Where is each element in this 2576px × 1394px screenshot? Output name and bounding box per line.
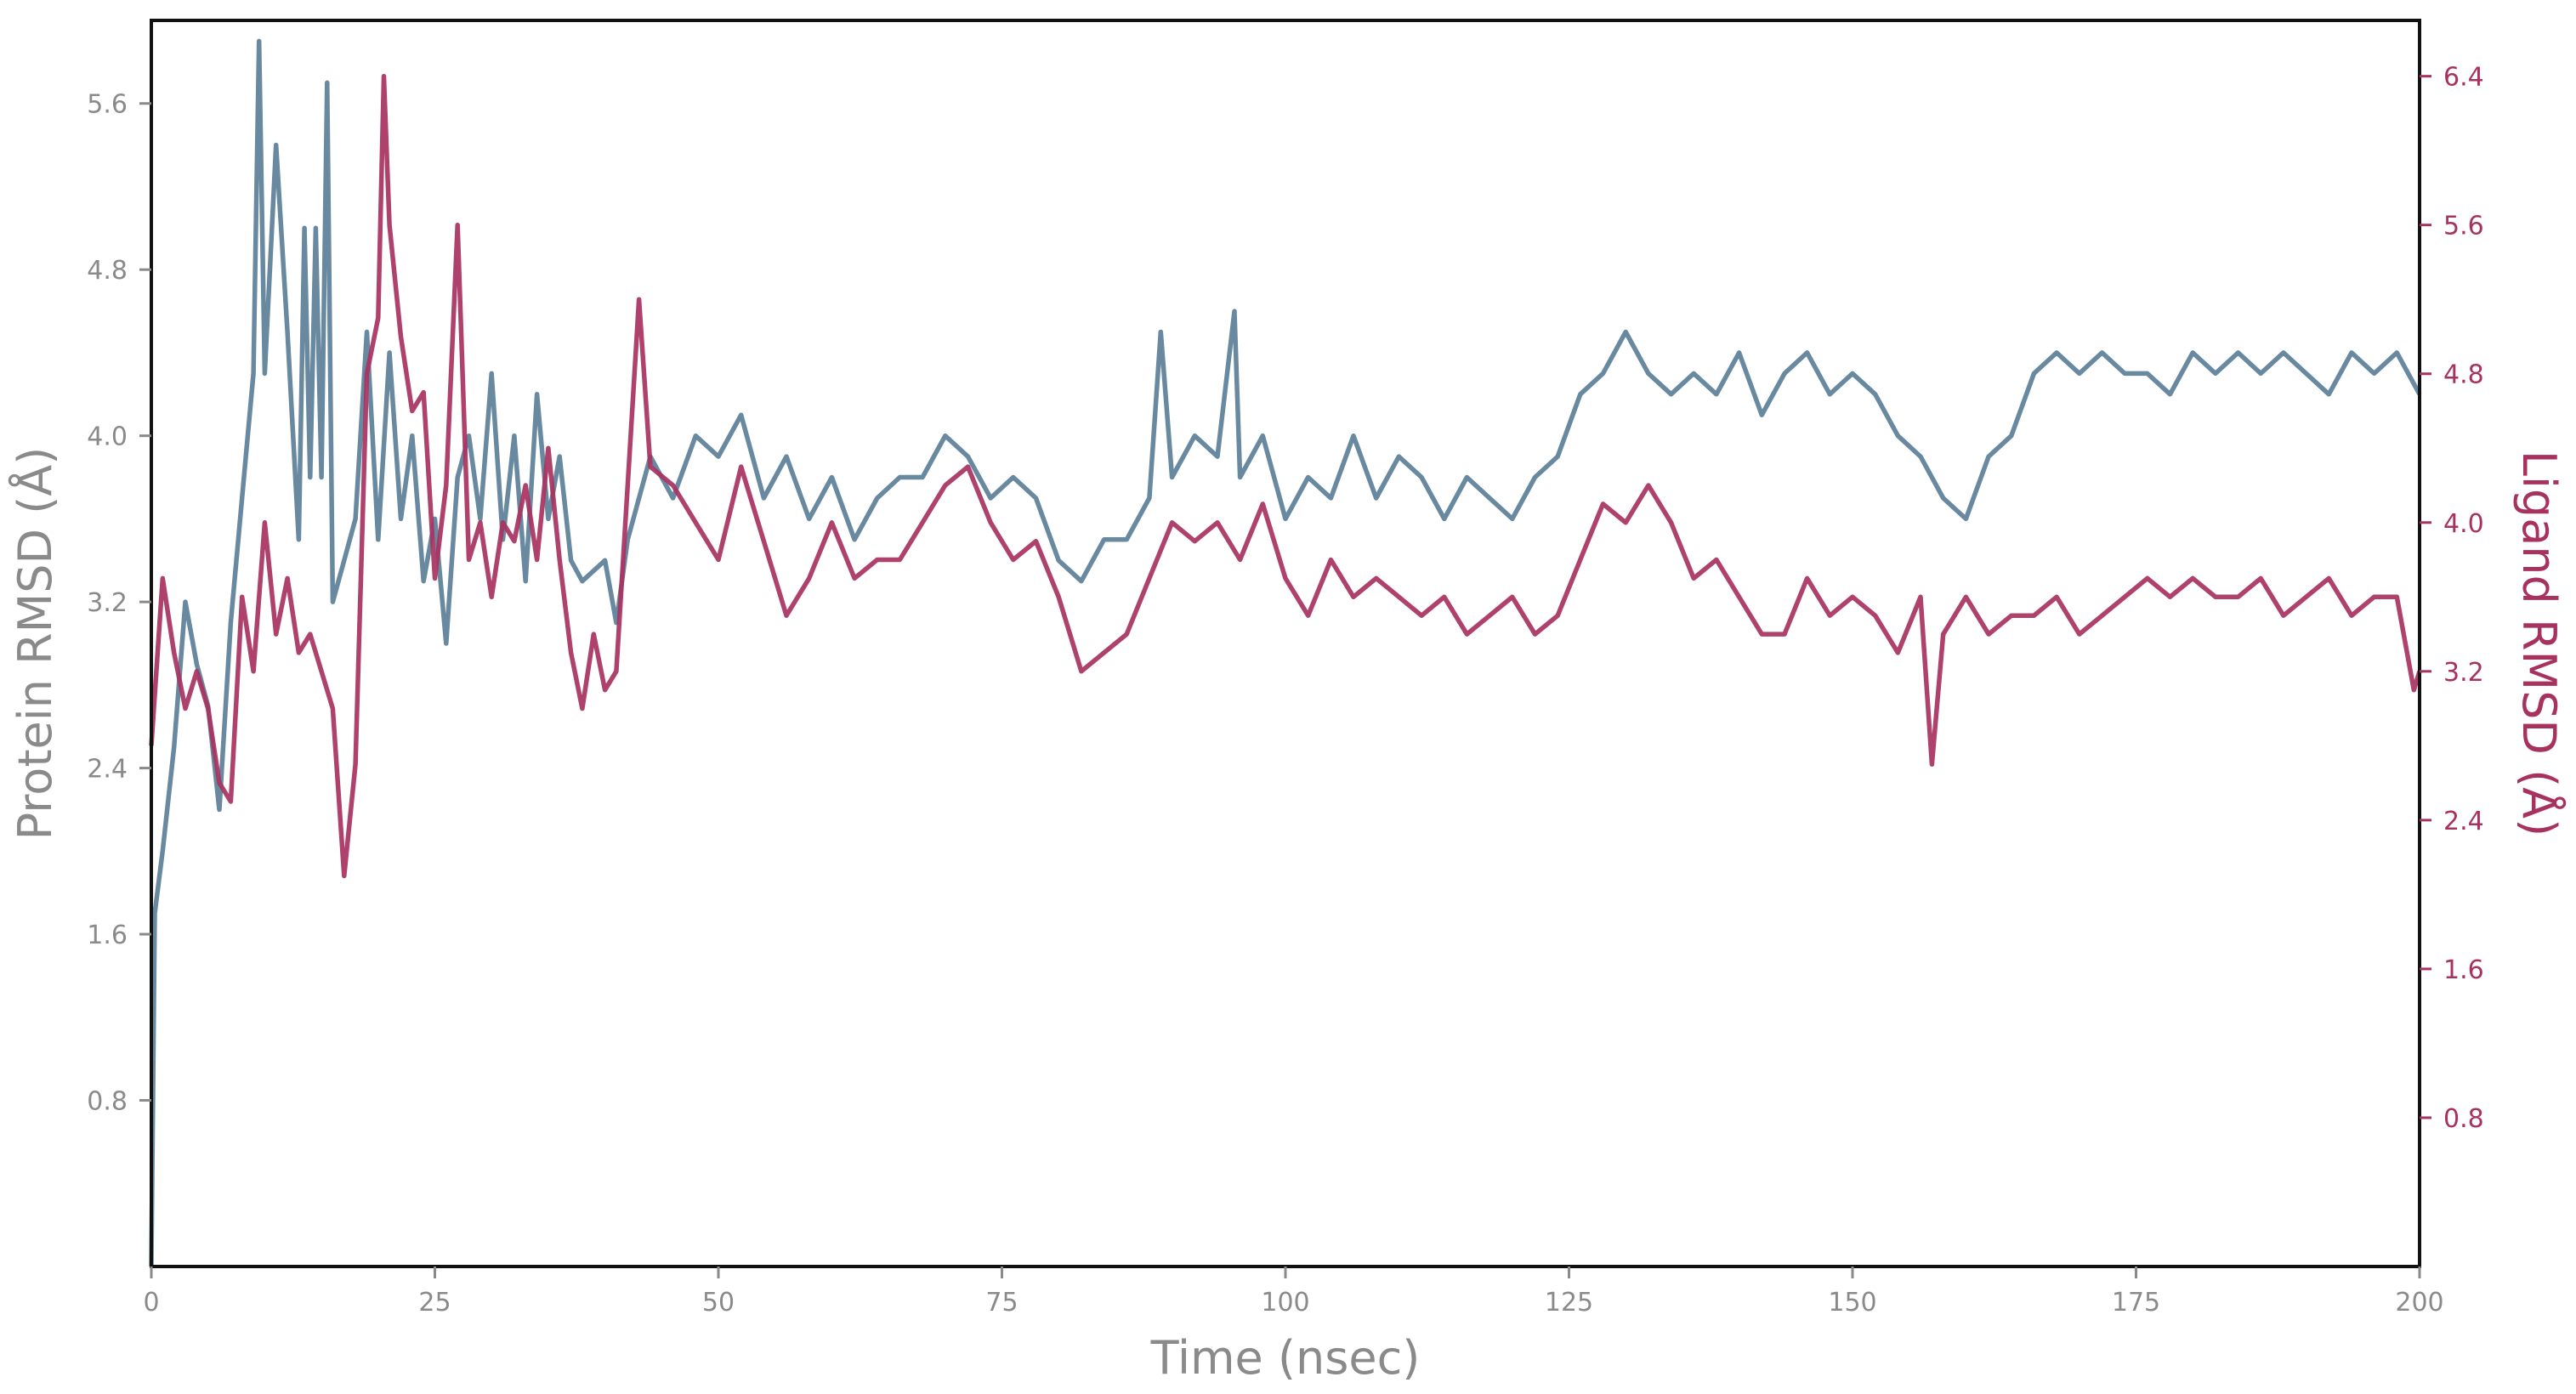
right-y-tick-label: 4.0 [2443,509,2484,539]
ligand-rmsd-line [149,73,2422,879]
right-y-tick-label: 2.4 [2443,807,2484,836]
right-y-tick-label: 1.6 [2443,955,2484,985]
right-y-tick-label: 6.4 [2443,63,2484,93]
left-y-tick-label: 0.8 [87,1087,128,1117]
right-y-tick-label: 4.8 [2443,360,2484,390]
x-tick-label: 100 [1261,1288,1309,1318]
right-y-axis-title: Ligand RMSD (Å) [2512,450,2567,836]
x-tick-label: 175 [2112,1288,2160,1318]
left-y-axis-title: Protein RMSD (Å) [8,447,62,841]
x-axis-title: Time (nsec) [1150,1331,1421,1385]
left-y-tick-label: 3.2 [87,588,128,618]
x-axis: 0 25 50 75 100 125 150 175 200 [143,1266,2444,1318]
series-layer [149,38,2422,1267]
left-y-axis: 0.8 1.6 2.4 3.2 4.0 4.8 5.6 [87,90,151,1117]
x-tick-label: 75 [985,1288,1018,1318]
plot-frame [150,19,2421,1268]
x-tick-label: 125 [1545,1288,1593,1318]
left-y-tick-label: 2.4 [87,755,128,785]
x-tick-label: 150 [1828,1288,1876,1318]
x-tick-label: 25 [418,1288,451,1318]
left-y-tick-label: 4.0 [87,422,128,452]
right-y-tick-label: 5.6 [2443,212,2484,241]
protein-rmsd-line [149,38,2422,1267]
right-y-tick-label: 0.8 [2443,1104,2484,1134]
right-y-tick-label: 3.2 [2443,658,2484,688]
x-tick-label: 0 [143,1288,159,1318]
x-tick-label: 50 [702,1288,735,1318]
x-tick-label: 200 [2395,1288,2443,1318]
left-y-tick-label: 4.8 [87,256,128,286]
left-y-tick-label: 1.6 [87,921,128,950]
right-y-axis: 0.8 1.6 2.4 3.2 4.0 4.8 5.6 6.4 [2420,63,2484,1134]
left-y-tick-label: 5.6 [87,90,128,120]
